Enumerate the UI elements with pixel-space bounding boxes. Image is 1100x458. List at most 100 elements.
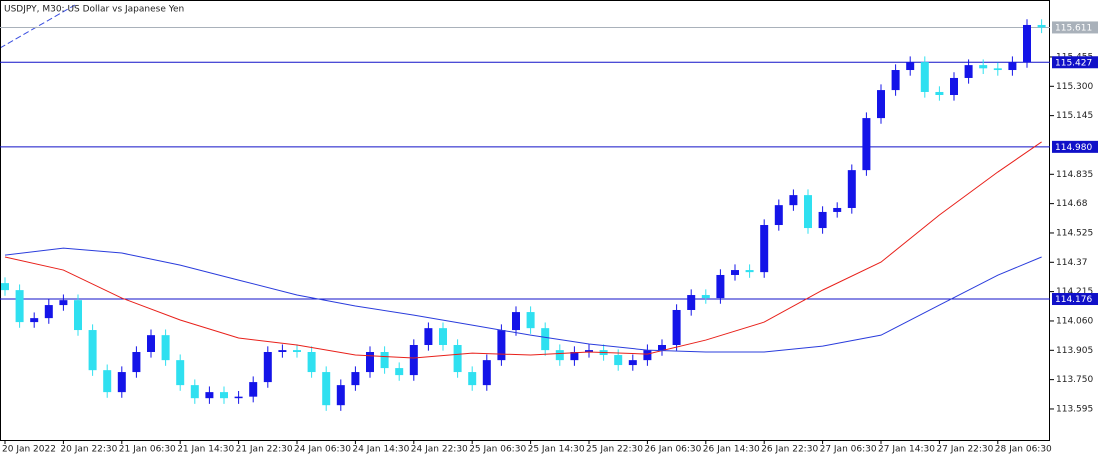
candle-body xyxy=(103,370,112,393)
candle-body xyxy=(658,344,666,351)
candle-body xyxy=(833,207,842,212)
y-tick-label: 115.300 xyxy=(1056,82,1093,92)
candle-body xyxy=(935,91,944,96)
chart-title: USDJPY, M30: US Dollar vs Japanese Yen xyxy=(4,5,184,15)
candle-body xyxy=(804,195,812,229)
x-tick-label: 27 Jan 06:30 xyxy=(820,445,877,455)
x-tick-label: 21 Jan 22:30 xyxy=(236,445,293,455)
moving-average xyxy=(4,247,1042,353)
candle-body xyxy=(964,65,973,78)
candle-body xyxy=(190,385,199,399)
candle-body xyxy=(366,352,374,373)
candle-body xyxy=(818,211,827,229)
candle-body xyxy=(716,274,725,299)
candle-body xyxy=(351,372,360,386)
price-tag-label: 114.176 xyxy=(1055,295,1092,305)
candle-body xyxy=(380,352,389,369)
y-tick-label: 113.905 xyxy=(1056,346,1093,356)
candle-body xyxy=(1,283,9,291)
price-tag-label: 114.980 xyxy=(1055,143,1092,153)
x-tick-label: 24 Jan 14:30 xyxy=(352,445,409,455)
candle-body xyxy=(220,392,228,399)
candle-body xyxy=(789,195,798,206)
x-tick-label: 26 Jan 22:30 xyxy=(761,445,818,455)
candle-body xyxy=(205,392,214,399)
candle-body xyxy=(774,205,783,226)
candle-body xyxy=(877,90,885,119)
candle-body xyxy=(993,68,1002,71)
candle-body xyxy=(950,77,958,96)
candle-body xyxy=(15,290,24,323)
candle-body xyxy=(731,270,739,275)
candle-body xyxy=(687,295,696,310)
candle-body xyxy=(1037,24,1046,28)
candle-body xyxy=(1008,62,1017,71)
candle-body xyxy=(336,385,345,406)
candle-body xyxy=(906,62,915,71)
candle-body xyxy=(176,360,185,386)
candle-body xyxy=(541,328,550,351)
y-tick-label: 113.750 xyxy=(1056,375,1093,385)
candle-body xyxy=(453,344,462,373)
candle-body xyxy=(30,318,39,323)
candle-body xyxy=(278,350,287,352)
x-tick-label: 27 Jan 14:30 xyxy=(878,445,935,455)
y-tick-label: 114.37 xyxy=(1056,258,1088,268)
price-tag-label: 115.427 xyxy=(1055,58,1092,68)
y-tick-label: 115.145 xyxy=(1056,111,1093,121)
candle-body xyxy=(526,312,535,329)
x-tick-label: 26 Jan 14:30 xyxy=(703,445,760,455)
candle-body xyxy=(409,344,418,376)
x-tick-label: 20 Jan 22:30 xyxy=(60,445,117,455)
candle-body xyxy=(263,352,272,383)
x-tick-label: 21 Jan 06:30 xyxy=(119,445,176,455)
candle-body xyxy=(322,372,331,406)
candle-body xyxy=(745,270,754,273)
price-tag xyxy=(1052,140,1098,153)
candle-body xyxy=(847,170,856,208)
candle-body xyxy=(395,368,404,376)
candle-body xyxy=(628,360,637,366)
candle-body xyxy=(643,350,652,361)
candle-body xyxy=(307,352,316,373)
candle-body xyxy=(760,225,769,273)
candle-body xyxy=(1023,24,1031,63)
candle-body xyxy=(161,335,170,361)
x-tick-label: 25 Jan 14:30 xyxy=(528,445,585,455)
price-tag xyxy=(1052,293,1098,306)
candle-body xyxy=(497,330,506,361)
candle-body xyxy=(132,352,141,373)
candle-body xyxy=(672,309,681,345)
candle-body xyxy=(44,305,53,319)
x-tick-label: 24 Jan 22:30 xyxy=(411,445,468,455)
price-tag-label: 115.611 xyxy=(1055,23,1092,33)
x-tick-label: 26 Jan 06:30 xyxy=(644,445,701,455)
candle-body xyxy=(59,300,68,306)
candle-body xyxy=(570,352,579,361)
price-tag xyxy=(1052,21,1098,34)
candle-body xyxy=(439,328,447,345)
candle-body xyxy=(614,355,623,366)
candle-body xyxy=(891,70,900,91)
candle-body xyxy=(117,372,126,393)
price-tag xyxy=(1052,56,1098,69)
candle-body xyxy=(293,350,301,352)
y-tick-label: 113.595 xyxy=(1056,404,1093,414)
y-tick-label: 114.835 xyxy=(1056,170,1093,180)
candle-body xyxy=(701,295,710,299)
candle-body xyxy=(74,300,82,331)
y-tick-label: 114.215 xyxy=(1056,287,1093,297)
candle-body xyxy=(249,382,258,397)
candle-body xyxy=(88,330,97,371)
y-tick-label: 114.525 xyxy=(1056,228,1093,238)
candle-body xyxy=(555,350,564,361)
trend-line xyxy=(0,4,76,49)
moving-average xyxy=(4,141,1042,359)
candle-body xyxy=(482,360,491,386)
x-tick-label: 24 Jan 06:30 xyxy=(294,445,351,455)
candle-body xyxy=(234,396,243,399)
plot-frame xyxy=(0,0,1050,441)
x-tick-label: 21 Jan 14:30 xyxy=(177,445,234,455)
